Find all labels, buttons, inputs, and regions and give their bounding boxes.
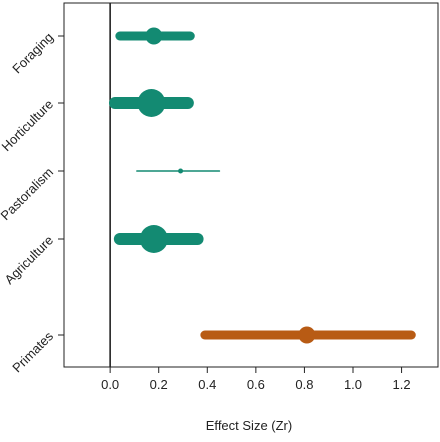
ci-lines-group [109, 31, 416, 340]
y-axis-ticks: Foraging Horticulture Pastoralism Agricultu… [0, 30, 64, 375]
y-tick-label-agriculture: Agriculture [2, 233, 57, 288]
point-agriculture [139, 225, 168, 253]
plot-frame [63, 2, 439, 368]
point-pastoralism [178, 168, 184, 174]
point-horticulture [137, 89, 166, 117]
x-tick-label: 0.8 [295, 377, 313, 392]
y-tick-label-horticulture: Horticulture [0, 97, 56, 155]
x-tick-label: 0.2 [150, 377, 168, 392]
x-tick-label: 0.4 [198, 377, 216, 392]
plot-frame-group [63, 2, 439, 368]
x-axis-ticks: 0.0 0.2 0.4 0.6 0.8 1.0 1.2 [101, 367, 411, 392]
point-primates [298, 326, 316, 344]
y-tick-label-foraging: Foraging [9, 30, 56, 77]
points-group [137, 27, 316, 344]
x-tick-label: 0.6 [247, 377, 265, 392]
x-tick-label: 1.0 [344, 377, 362, 392]
y-tick-label-primates: Primates [9, 328, 56, 375]
y-tick-label-pastoralism: Pastoralism [0, 165, 56, 224]
point-foraging [145, 27, 163, 45]
x-tick-label: 0.0 [101, 377, 119, 392]
x-axis-title: Effect Size (Zr) [206, 418, 292, 433]
x-tick-label: 1.2 [393, 377, 411, 392]
